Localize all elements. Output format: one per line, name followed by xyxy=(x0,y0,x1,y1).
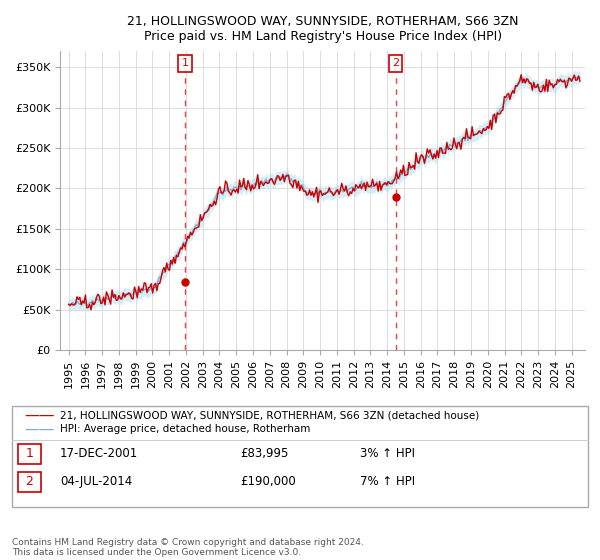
Title: 21, HOLLINGSWOOD WAY, SUNNYSIDE, ROTHERHAM, S66 3ZN
Price paid vs. HM Land Regis: 21, HOLLINGSWOOD WAY, SUNNYSIDE, ROTHERH… xyxy=(127,15,518,43)
Text: 7% ↑ HPI: 7% ↑ HPI xyxy=(360,475,415,488)
Text: ——: —— xyxy=(24,408,55,423)
Text: £83,995: £83,995 xyxy=(240,447,289,460)
Text: HPI: Average price, detached house, Rotherham: HPI: Average price, detached house, Roth… xyxy=(60,424,310,434)
Text: 3% ↑ HPI: 3% ↑ HPI xyxy=(360,447,415,460)
Text: 1: 1 xyxy=(25,447,34,460)
Text: 2: 2 xyxy=(392,58,399,68)
Text: 2: 2 xyxy=(25,475,34,488)
Text: £190,000: £190,000 xyxy=(240,475,296,488)
Text: Contains HM Land Registry data © Crown copyright and database right 2024.
This d: Contains HM Land Registry data © Crown c… xyxy=(12,538,364,557)
Text: 1: 1 xyxy=(182,58,189,68)
Text: 21, HOLLINGSWOOD WAY, SUNNYSIDE, ROTHERHAM, S66 3ZN (detached house): 21, HOLLINGSWOOD WAY, SUNNYSIDE, ROTHERH… xyxy=(60,410,479,421)
Text: ——: —— xyxy=(24,422,55,436)
Text: 04-JUL-2014: 04-JUL-2014 xyxy=(60,475,132,488)
Text: 17-DEC-2001: 17-DEC-2001 xyxy=(60,447,138,460)
